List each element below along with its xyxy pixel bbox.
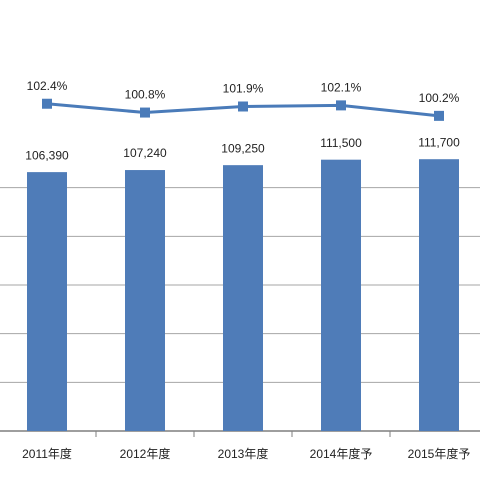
line-value-label: 100.2% [419,91,460,105]
bar [223,165,263,432]
bar-value-label: 107,240 [123,146,167,160]
line-value-label: 100.8% [125,88,166,102]
x-tick-label: 2012年度 [120,446,171,461]
line-value-label: 101.9% [223,82,264,96]
bar [419,159,459,432]
bar-value-label: 109,250 [221,141,265,155]
x-tick-label: 2015年度予 [408,446,471,461]
x-tick-label: 2011年度 [22,446,72,461]
line-value-label: 102.4% [27,79,68,93]
line-marker [336,100,346,111]
bar [321,159,361,431]
line-marker [42,98,52,109]
line-value-label: 102.1% [321,81,362,95]
bar-value-label: 106,390 [25,148,69,162]
bar [27,172,67,431]
line-marker [434,110,444,121]
bar-value-label: 111,500 [320,136,362,150]
bar [125,170,165,432]
line-marker [238,101,248,112]
x-tick-label: 2013年度 [218,446,269,461]
line-marker [140,107,150,118]
bar-value-label: 111,700 [418,135,460,149]
x-tick-label: 2014年度予 [310,446,373,461]
